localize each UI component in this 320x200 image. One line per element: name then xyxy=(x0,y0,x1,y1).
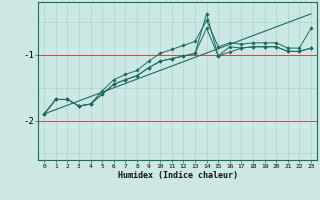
X-axis label: Humidex (Indice chaleur): Humidex (Indice chaleur) xyxy=(118,171,238,180)
